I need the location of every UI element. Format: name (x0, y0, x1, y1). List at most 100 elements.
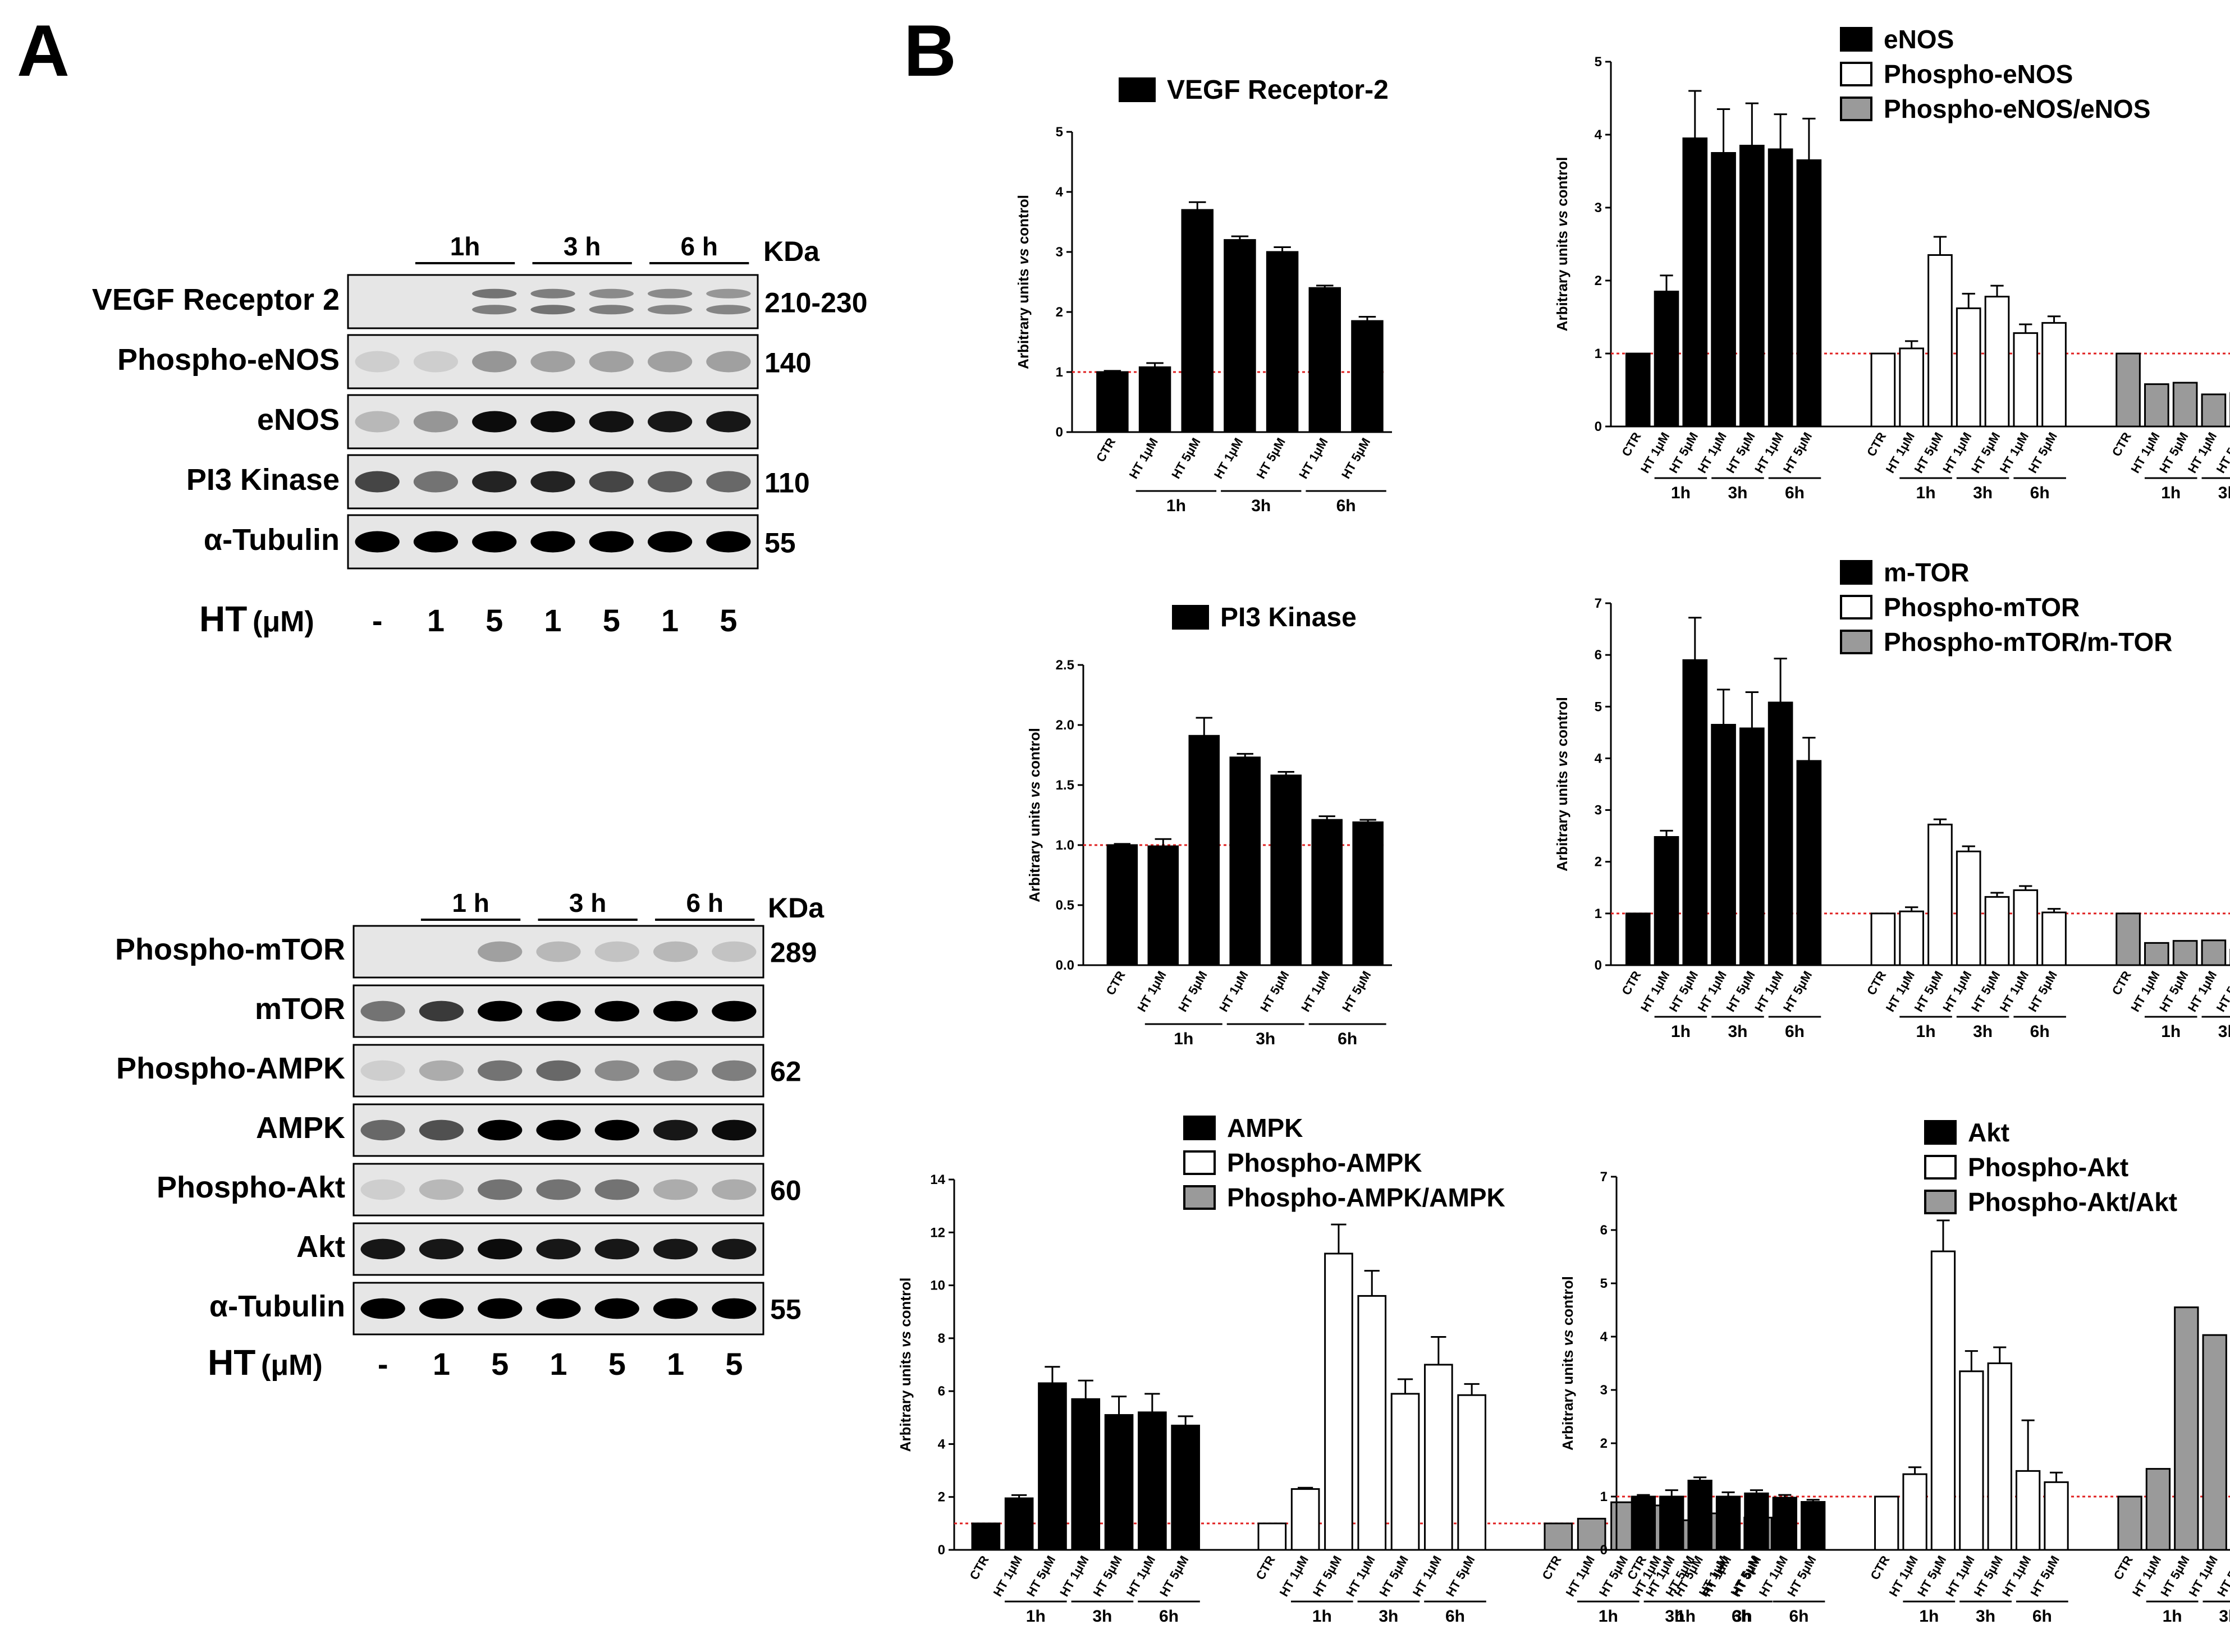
bar (1038, 1382, 1067, 1551)
bar (1188, 735, 1220, 966)
bar (2201, 939, 2227, 966)
legend-label: Phospho-AMPK/AMPK (1227, 1183, 1505, 1212)
band (589, 531, 634, 553)
bar (1224, 239, 1256, 433)
band (706, 531, 751, 553)
y-tick-label: 1.5 (1056, 778, 1074, 793)
legend-swatch (1183, 1185, 1216, 1210)
unit-label: (μM) (261, 1349, 323, 1382)
dose-label: 1 (544, 603, 561, 638)
category-label: HT 5μM (1157, 1553, 1191, 1599)
bar (2172, 940, 2198, 966)
bar (2144, 383, 2169, 428)
bar (1930, 1250, 1956, 1551)
bar (2041, 911, 2067, 966)
time-group-label: 6h (1785, 484, 1805, 502)
panel-label-a: A (17, 10, 70, 91)
y-axis-title-part: Arbitrary units (1015, 264, 1032, 369)
dose-label: 5 (603, 603, 620, 638)
band (712, 1298, 757, 1319)
category-label: HT 1μM (1298, 969, 1332, 1014)
time-group-label: 6h (1336, 497, 1356, 515)
bar (2041, 322, 2067, 428)
category-label: HT 5μM (1254, 435, 1288, 481)
bar (1654, 836, 1679, 966)
time-group-label: 3h (1251, 497, 1271, 515)
band (594, 941, 639, 962)
band (712, 1060, 757, 1081)
bar (1927, 254, 1953, 428)
blot-row: Phospho-mTOR 289 (115, 925, 817, 979)
band (360, 1060, 405, 1081)
category-label: HT 5μM (1024, 1553, 1058, 1599)
category-label: CTR (1539, 1553, 1564, 1582)
band (647, 411, 693, 433)
time-group-label: 3h (2218, 484, 2230, 502)
legend-label: AMPK (1227, 1113, 1303, 1142)
band (472, 471, 517, 493)
y-axis-title-part: control (1554, 157, 1570, 210)
time-group-label: 1h (2161, 1022, 2181, 1041)
y-tick-label: 2 (1056, 305, 1063, 320)
time-group-label: 1h (1671, 1022, 1691, 1041)
category-label: CTR (1103, 969, 1128, 998)
y-tick-label: 4 (1595, 127, 1602, 143)
bar (1711, 152, 1736, 428)
y-axis-title-part: vs (1554, 751, 1570, 767)
y-tick-label: 6 (938, 1384, 945, 1399)
time-group-label: 1h (1671, 484, 1691, 502)
legend-label: PI3 Kinase (1220, 603, 1357, 632)
time-group-label: 1h (2163, 1607, 2182, 1626)
category-label: CTR (1867, 1553, 1892, 1582)
legend-label: Phospho-eNOS (1884, 59, 2073, 89)
time-group-label: 6h (1732, 1607, 1751, 1626)
band (594, 1001, 639, 1022)
y-tick-label: 1 (1600, 1489, 1608, 1504)
band (589, 351, 634, 373)
y-tick-label: 0.0 (1056, 958, 1074, 973)
band (712, 1119, 757, 1141)
category-label: HT 1μM (1211, 435, 1245, 481)
time-group-label: 3h (1728, 484, 1747, 502)
blot-row-label: Akt (296, 1230, 345, 1264)
blot-row-label: Phospho-eNOS (117, 343, 340, 377)
blot-row: PI3 Kinase 110 (186, 454, 810, 510)
chart-vegf: 0 1 2 3 4 5 Arbitrary units vs control CTR HT 1μ… (1015, 75, 1392, 515)
kda-value: 289 (770, 937, 817, 968)
time-label: 3 h (569, 888, 606, 917)
legend-swatch (1924, 1190, 1957, 1214)
blot-row-label: α-Tubulin (209, 1290, 345, 1323)
time-label: 1h (450, 232, 480, 261)
time-group-label: 1h (1916, 1022, 1936, 1041)
category-label: HT 1μM (1124, 1553, 1158, 1599)
y-tick-label: 5 (1056, 125, 1063, 140)
time-group-label: 1h (1174, 1030, 1193, 1048)
legend-swatch (1840, 595, 1872, 620)
y-axis-title-part: vs (1554, 210, 1570, 227)
y-tick-label: 4 (1595, 751, 1602, 766)
band (530, 351, 575, 373)
blot-row: Phospho-eNOS 140 (117, 334, 811, 389)
band (536, 941, 581, 962)
dose-label: 5 (608, 1346, 626, 1382)
kda-value: 60 (770, 1174, 802, 1206)
time-group-label: 1h (1026, 1607, 1046, 1626)
band (594, 1238, 639, 1260)
bar (1106, 844, 1138, 966)
category-label: HT 5μM (1339, 969, 1373, 1014)
y-axis-title: Arbitrary units vs control (1554, 157, 1570, 332)
bar (1899, 910, 1924, 966)
y-tick-label: 5 (1600, 1276, 1608, 1291)
band (536, 1119, 581, 1141)
category-label: HT 5μM (1376, 1553, 1411, 1599)
dose-label: 5 (725, 1346, 743, 1382)
category-label: HT 5μM (1090, 1553, 1124, 1599)
band (472, 288, 517, 299)
y-tick-label: 8 (938, 1331, 945, 1346)
legend-swatch (1119, 77, 1156, 102)
y-tick-label: 12 (930, 1225, 945, 1240)
legend-swatch (1840, 27, 1872, 52)
bar (1104, 1414, 1134, 1551)
